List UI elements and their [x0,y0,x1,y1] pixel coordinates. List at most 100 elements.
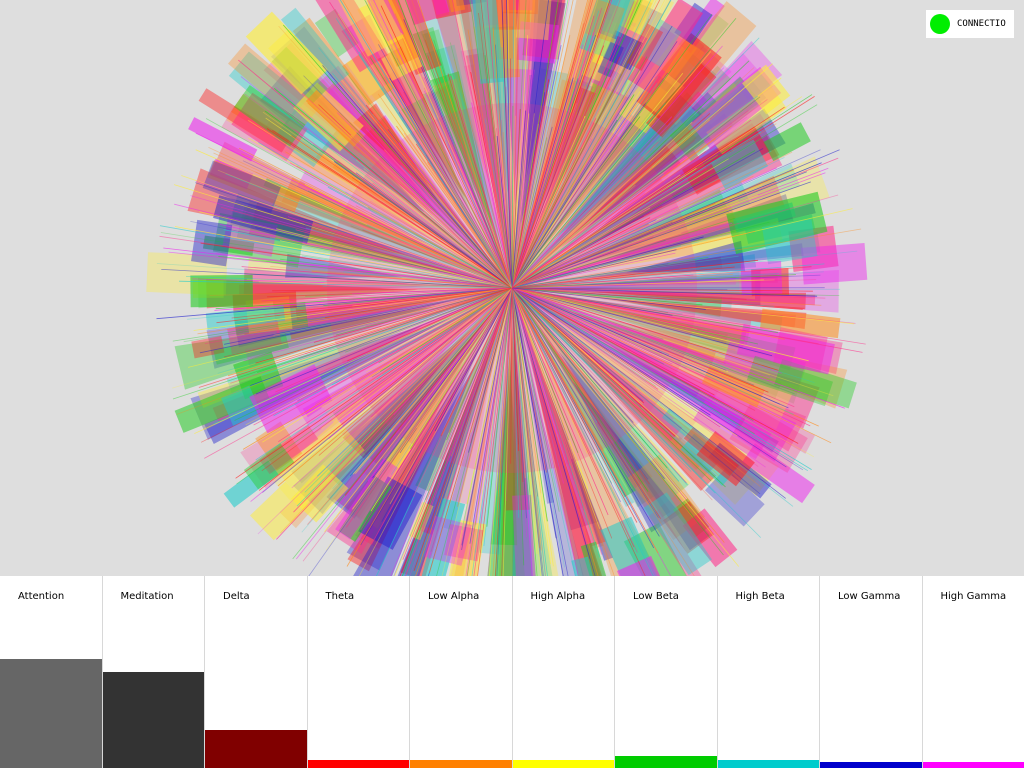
burst-core [327,103,697,473]
burst-line [324,287,513,532]
burst-line [511,287,679,438]
burst-line [192,278,513,289]
burst-wedge [512,373,553,576]
burst-slab [616,555,665,576]
burst-line [373,0,513,289]
channel-panel-low-gamma: Low Gamma [820,576,923,768]
burst-line [501,287,513,576]
burst-line [511,287,773,439]
burst-wedge [291,330,464,484]
burst-wedge [578,243,804,280]
burst-line [473,287,513,576]
burst-slab [338,476,392,542]
burst-line [467,29,513,289]
burst-line [511,287,644,402]
burst-line [195,132,513,289]
burst-line [398,112,513,289]
burst-line [511,13,713,289]
burst-wedge [498,335,532,576]
burst-line [511,287,546,576]
burst-line [511,279,765,289]
burst-line [261,287,513,472]
burst-line [511,121,693,289]
channel-label: Low Gamma [838,591,901,602]
burst-wedge [624,313,747,350]
burst-line [279,258,513,289]
burst-line [511,113,530,289]
channel-label: Theta [325,591,355,602]
burst-line [511,0,559,289]
burst-line [355,172,513,289]
burst-wedge [206,279,419,309]
burst-wedge [341,323,474,443]
burst-line [377,39,513,289]
burst-slab [627,0,704,95]
burst-slab [448,519,487,576]
burst-line [436,287,513,576]
channel-panel-attention: Attention [0,576,103,768]
burst-line [397,0,513,289]
burst-line [511,287,665,479]
burst-line [378,61,513,289]
burst-wedge [546,47,626,211]
burst-wedge [557,350,710,551]
burst-line [213,152,513,289]
burst-line [511,35,528,289]
burst-line [511,240,666,289]
burst-slab [696,431,755,487]
burst-wedge [407,0,490,210]
burst-line [511,110,527,289]
burst-line [250,287,513,387]
burst-wedge [263,117,470,260]
burst-line [362,229,513,289]
burst-line [390,287,513,576]
burst-line [511,287,645,404]
burst-line [511,287,527,519]
burst-slab [636,32,722,126]
burst-line [380,5,513,289]
burst-line [511,287,787,468]
burst-wedge [239,284,459,295]
burst-line [511,287,551,565]
burst-line [466,287,513,505]
burst-line [475,287,513,525]
burst-line [236,287,513,485]
burst-slab [358,476,423,550]
burst-slab [726,191,828,255]
burst-line [511,31,595,289]
channel-label: High Gamma [940,591,1007,602]
burst-line [446,74,513,289]
burst-line [511,287,799,444]
burst-line [302,255,513,289]
burst-line [511,287,672,369]
burst-line [291,135,513,289]
burst-line [511,287,736,351]
burst-wedge [548,65,731,251]
burst-line [511,76,659,289]
burst-line [511,287,548,522]
burst-line [321,287,513,429]
burst-slab [662,500,715,554]
burst-line [511,287,766,468]
burst-line [492,27,513,289]
burst-line [511,175,754,289]
burst-line [486,287,513,527]
burst-line [511,194,758,289]
burst-line [511,287,598,423]
burst-line [511,0,594,289]
burst-line [156,263,513,289]
burst-line [511,18,650,289]
channel-level-bar [307,760,409,768]
burst-line [511,23,585,289]
burst-line [282,24,513,289]
burst-line [242,287,513,450]
burst-line [511,287,773,357]
burst-line [511,126,553,289]
burst-line [304,223,513,289]
burst-slab [761,218,818,265]
burst-line [278,25,513,289]
channel-panel-meditation: Meditation [102,576,205,768]
burst-wedge [560,144,682,248]
burst-slab [701,365,765,408]
burst-line [378,44,513,289]
